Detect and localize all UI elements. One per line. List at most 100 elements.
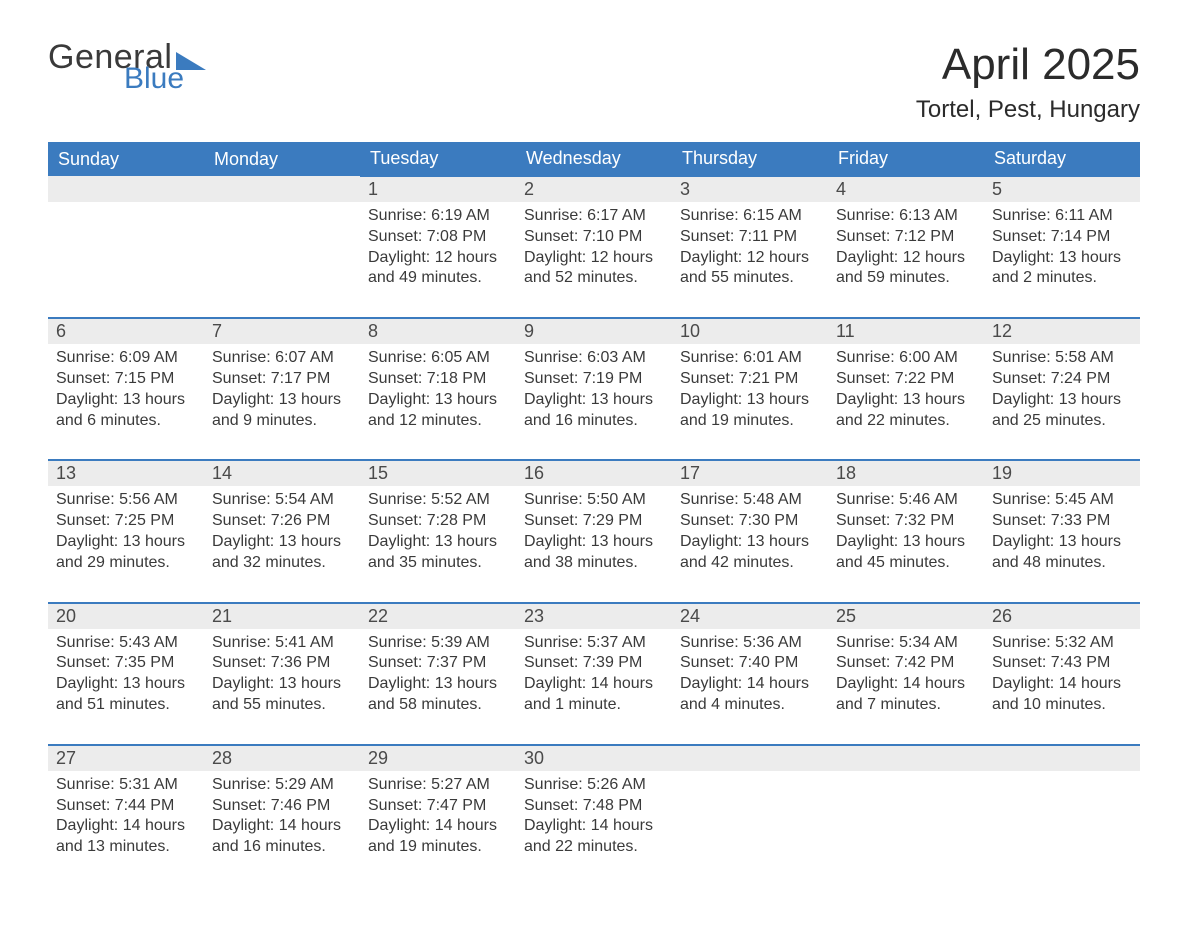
daylight-text: and 16 minutes. — [524, 411, 664, 432]
day-content-row: Sunrise: 5:43 AMSunset: 7:35 PM Daylight:… — [48, 629, 1140, 745]
sunset-text: Sunset: 7:36 PM — [212, 653, 352, 674]
title-location: Tortel, Pest, Hungary — [916, 96, 1140, 124]
day-content-cell: Sunrise: 6:00 AMSunset: 7:22 PMDaylight:… — [828, 344, 984, 460]
sunset-text: Sunset: 7:46 PM — [212, 796, 352, 817]
daylight-text: Daylight: 14 hours — [992, 674, 1132, 695]
day-number-cell: 15 — [360, 460, 516, 486]
day-number-cell: 29 — [360, 745, 516, 771]
day-content-cell: Sunrise: 5:41 AMSunset: 7:36 PMDaylight:… — [204, 629, 360, 745]
sunset-text: Sunset: 7:18 PM — [368, 369, 508, 390]
sunrise-text: Sunrise: 6:15 AM — [680, 206, 820, 227]
day-number-cell: 7 — [204, 318, 360, 344]
sunrise-text: Sunrise: 5:43 AM — [56, 633, 196, 654]
sunrise-text: Sunrise: 5:34 AM — [836, 633, 976, 654]
sunrise-text: Sunrise: 6:05 AM — [368, 348, 508, 369]
logo: General Blue — [48, 40, 206, 94]
daylight-text: Daylight: 13 hours — [368, 390, 508, 411]
daylight-text: and 2 minutes. — [992, 268, 1132, 289]
daylight-text: and 4 minutes. — [680, 695, 820, 716]
day-number-cell — [204, 176, 360, 202]
day-content-cell — [48, 202, 204, 318]
daylight-text: and 58 minutes. — [368, 695, 508, 716]
daylight-text: Daylight: 13 hours — [992, 248, 1132, 269]
daylight-text: Daylight: 14 hours — [524, 674, 664, 695]
daylight-text: Daylight: 14 hours — [836, 674, 976, 695]
day-content-row: Sunrise: 5:56 AMSunset: 7:25 PMDaylight:… — [48, 486, 1140, 602]
day-content-cell: Sunrise: 6:19 AMSunset: 7:08 PMDaylight:… — [360, 202, 516, 318]
day-number-cell: 17 — [672, 460, 828, 486]
day-number-cell: 4 — [828, 176, 984, 202]
day-number-cell — [828, 745, 984, 771]
logo-text-blue: Blue — [124, 64, 206, 94]
sunset-text: Sunset: 7:33 PM — [992, 511, 1132, 532]
day-content-cell: Sunrise: 6:05 AMSunset: 7:18 PMDaylight:… — [360, 344, 516, 460]
sunset-text: Sunset: 7:47 PM — [368, 796, 508, 817]
daylight-text: Daylight: 13 hours — [212, 674, 352, 695]
day-number-row: 27282930 — [48, 745, 1140, 771]
day-number-cell: 16 — [516, 460, 672, 486]
sunrise-text: Sunrise: 6:11 AM — [992, 206, 1132, 227]
daylight-text: and 25 minutes. — [992, 411, 1132, 432]
sunset-text: Sunset: 7:35 PM — [56, 653, 196, 674]
daylight-text: Daylight: 14 hours — [524, 816, 664, 837]
sunset-text: Sunset: 7:32 PM — [836, 511, 976, 532]
daylight-text: and 7 minutes. — [836, 695, 976, 716]
sunrise-text: Sunrise: 5:27 AM — [368, 775, 508, 796]
daylight-text: Daylight: 13 hours — [992, 532, 1132, 553]
daylight-text: Daylight: 13 hours — [524, 532, 664, 553]
page-header: General Blue April 2025 Tortel, Pest, Hu… — [48, 40, 1140, 124]
daylight-text: Daylight: 12 hours — [524, 248, 664, 269]
daylight-text: Daylight: 12 hours — [836, 248, 976, 269]
weekday-header-row: Sunday Monday Tuesday Wednesday Thursday… — [48, 142, 1140, 176]
sunset-text: Sunset: 7:37 PM — [368, 653, 508, 674]
weekday-header: Friday — [828, 142, 984, 176]
daylight-text: Daylight: 13 hours — [836, 390, 976, 411]
sunrise-text: Sunrise: 5:36 AM — [680, 633, 820, 654]
day-content-row: Sunrise: 6:09 AMSunset: 7:15 PMDaylight:… — [48, 344, 1140, 460]
sunset-text: Sunset: 7:43 PM — [992, 653, 1132, 674]
day-content-row: Sunrise: 6:19 AMSunset: 7:08 PMDaylight:… — [48, 202, 1140, 318]
sunrise-text: Sunrise: 5:52 AM — [368, 490, 508, 511]
day-content-cell: Sunrise: 5:46 AMSunset: 7:32 PMDaylight:… — [828, 486, 984, 602]
sunset-text: Sunset: 7:40 PM — [680, 653, 820, 674]
day-content-cell: Sunrise: 6:01 AMSunset: 7:21 PMDaylight:… — [672, 344, 828, 460]
sunset-text: Sunset: 7:24 PM — [992, 369, 1132, 390]
daylight-text: and 51 minutes. — [56, 695, 196, 716]
daylight-text: and 38 minutes. — [524, 553, 664, 574]
sunrise-text: Sunrise: 5:45 AM — [992, 490, 1132, 511]
sunrise-text: Sunrise: 5:56 AM — [56, 490, 196, 511]
daylight-text: Daylight: 13 hours — [212, 390, 352, 411]
sunrise-text: Sunrise: 5:41 AM — [212, 633, 352, 654]
weekday-header: Tuesday — [360, 142, 516, 176]
day-number-cell — [48, 176, 204, 202]
day-content-cell: Sunrise: 5:48 AMSunset: 7:30 PMDaylight:… — [672, 486, 828, 602]
day-content-cell: Sunrise: 5:36 AMSunset: 7:40 PMDaylight:… — [672, 629, 828, 745]
daylight-text: Daylight: 14 hours — [368, 816, 508, 837]
sunrise-text: Sunrise: 5:32 AM — [992, 633, 1132, 654]
day-number-cell: 26 — [984, 603, 1140, 629]
sunset-text: Sunset: 7:11 PM — [680, 227, 820, 248]
day-number-row: 20212223242526 — [48, 603, 1140, 629]
sunrise-text: Sunrise: 5:50 AM — [524, 490, 664, 511]
sunrise-text: Sunrise: 5:48 AM — [680, 490, 820, 511]
day-number-cell — [672, 745, 828, 771]
day-content-cell: Sunrise: 5:34 AMSunset: 7:42 PMDaylight:… — [828, 629, 984, 745]
day-number-cell: 13 — [48, 460, 204, 486]
daylight-text: and 19 minutes. — [680, 411, 820, 432]
daylight-text: Daylight: 13 hours — [56, 532, 196, 553]
daylight-text: and 32 minutes. — [212, 553, 352, 574]
sunrise-text: Sunrise: 6:19 AM — [368, 206, 508, 227]
day-content-cell: Sunrise: 5:32 AMSunset: 7:43 PMDaylight:… — [984, 629, 1140, 745]
sunset-text: Sunset: 7:30 PM — [680, 511, 820, 532]
sunrise-text: Sunrise: 6:01 AM — [680, 348, 820, 369]
daylight-text: Daylight: 13 hours — [680, 390, 820, 411]
sunset-text: Sunset: 7:14 PM — [992, 227, 1132, 248]
day-number-cell — [984, 745, 1140, 771]
daylight-text: Daylight: 13 hours — [524, 390, 664, 411]
day-number-cell: 3 — [672, 176, 828, 202]
sunrise-text: Sunrise: 5:31 AM — [56, 775, 196, 796]
daylight-text: and 49 minutes. — [368, 268, 508, 289]
day-content-cell: Sunrise: 6:07 AMSunset: 7:17 PMDaylight:… — [204, 344, 360, 460]
day-content-cell: Sunrise: 6:15 AMSunset: 7:11 PMDaylight:… — [672, 202, 828, 318]
weekday-header: Saturday — [984, 142, 1140, 176]
